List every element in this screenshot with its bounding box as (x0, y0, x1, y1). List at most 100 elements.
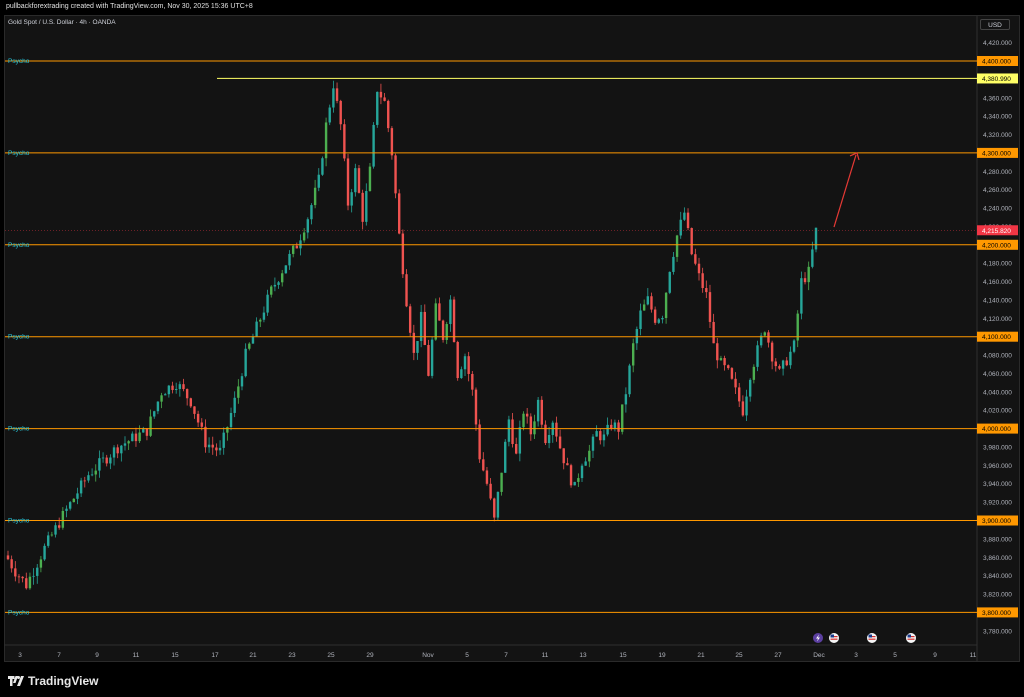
candle-body[interactable] (456, 341, 459, 379)
candle-body[interactable] (21, 576, 24, 579)
candle-body[interactable] (174, 388, 178, 390)
candle-body[interactable] (281, 273, 284, 283)
candle-body[interactable] (350, 192, 353, 206)
candle-body[interactable] (43, 545, 46, 560)
candle-body[interactable] (17, 576, 21, 578)
candle-body[interactable] (149, 416, 152, 436)
candle-body[interactable] (536, 399, 540, 422)
candle-body[interactable] (277, 282, 280, 285)
candle-body[interactable] (463, 356, 467, 370)
candle-body[interactable] (653, 309, 657, 323)
candle-body[interactable] (185, 389, 189, 399)
candle-body[interactable] (142, 428, 145, 433)
candle-body[interactable] (240, 376, 244, 387)
candle-body[interactable] (522, 413, 525, 428)
candle-body[interactable] (215, 447, 218, 451)
candle-body[interactable] (474, 389, 478, 425)
candle-body[interactable] (507, 419, 511, 442)
candle-body[interactable] (752, 366, 756, 380)
candle-body[interactable] (127, 441, 130, 444)
candle-body[interactable] (105, 457, 108, 464)
candle-body[interactable] (361, 192, 364, 222)
chart-area[interactable] (4, 15, 1020, 662)
candle-body[interactable] (61, 510, 65, 528)
candle-body[interactable] (544, 424, 547, 444)
candle-body[interactable] (759, 335, 763, 346)
candle-body[interactable] (540, 399, 543, 425)
candle-body[interactable] (357, 168, 361, 193)
candle-body[interactable] (324, 122, 328, 159)
candle-body[interactable] (496, 491, 500, 518)
candle-body[interactable] (302, 232, 306, 241)
candle-body[interactable] (218, 447, 222, 451)
candle-body[interactable] (28, 576, 32, 589)
candle-body[interactable] (584, 461, 587, 466)
candle-body[interactable] (734, 378, 737, 388)
candle-body[interactable] (624, 394, 628, 405)
candle-body[interactable] (708, 292, 712, 322)
candle-body[interactable] (763, 332, 767, 336)
candle-body[interactable] (606, 424, 609, 435)
candle-body[interactable] (204, 426, 207, 448)
candle-body[interactable] (255, 321, 258, 337)
candle-body[interactable] (273, 284, 277, 287)
candle-body[interactable] (800, 278, 803, 314)
candle-body[interactable] (328, 107, 331, 123)
candle-body[interactable] (774, 361, 777, 367)
candle-body[interactable] (171, 385, 174, 390)
candle-body[interactable] (803, 278, 807, 283)
candle-body[interactable] (412, 332, 416, 353)
candle-body[interactable] (376, 91, 379, 125)
candle-body[interactable] (65, 508, 68, 511)
candle-body[interactable] (313, 187, 317, 206)
candle-body[interactable] (493, 498, 496, 518)
candle-body[interactable] (789, 351, 792, 366)
candle-body[interactable] (408, 306, 412, 333)
candle-body[interactable] (193, 406, 196, 414)
candle-body[interactable] (68, 502, 72, 509)
candle-body[interactable] (50, 534, 54, 536)
candle-body[interactable] (642, 304, 646, 311)
candle-body[interactable] (738, 387, 741, 402)
candle-body[interactable] (452, 299, 456, 342)
candle-body[interactable] (346, 158, 350, 206)
candle-body[interactable] (291, 245, 295, 254)
candle-body[interactable] (683, 212, 686, 220)
candle-body[interactable] (394, 155, 397, 194)
candle-body[interactable] (153, 411, 156, 417)
candle-body[interactable] (427, 344, 430, 376)
candle-body[interactable] (511, 419, 514, 445)
currency-button[interactable]: USD (980, 19, 1010, 30)
candle-body[interactable] (10, 559, 13, 569)
candle-body[interactable] (712, 321, 715, 344)
candle-body[interactable] (529, 416, 533, 435)
candle-body[interactable] (569, 465, 573, 486)
candle-body[interactable] (602, 434, 606, 441)
candle-body[interactable] (288, 253, 291, 266)
candle-body[interactable] (25, 578, 28, 589)
candle-body[interactable] (697, 263, 701, 274)
candle-body[interactable] (401, 233, 405, 275)
candle-body[interactable] (716, 343, 719, 361)
candle-body[interactable] (251, 336, 255, 344)
candle-body[interactable] (321, 158, 324, 175)
candle-body[interactable] (196, 413, 200, 423)
candle-body[interactable] (650, 296, 653, 310)
candle-body[interactable] (178, 384, 182, 389)
candle-body[interactable] (591, 436, 595, 451)
candle-body[interactable] (109, 457, 112, 464)
candle-body[interactable] (566, 463, 569, 466)
candle-body[interactable] (471, 373, 474, 390)
candle-body[interactable] (661, 318, 664, 320)
candle-body[interactable] (482, 459, 485, 471)
candle-body[interactable] (679, 219, 682, 236)
candle-body[interactable] (500, 472, 503, 492)
candle-body[interactable] (445, 324, 448, 340)
candle-body[interactable] (160, 395, 163, 402)
candle-body[interactable] (200, 422, 203, 427)
candle-body[interactable] (332, 88, 335, 108)
candle-body[interactable] (189, 398, 193, 407)
forecast-arrow-line[interactable] (833, 154, 857, 228)
candle-body[interactable] (416, 340, 419, 353)
